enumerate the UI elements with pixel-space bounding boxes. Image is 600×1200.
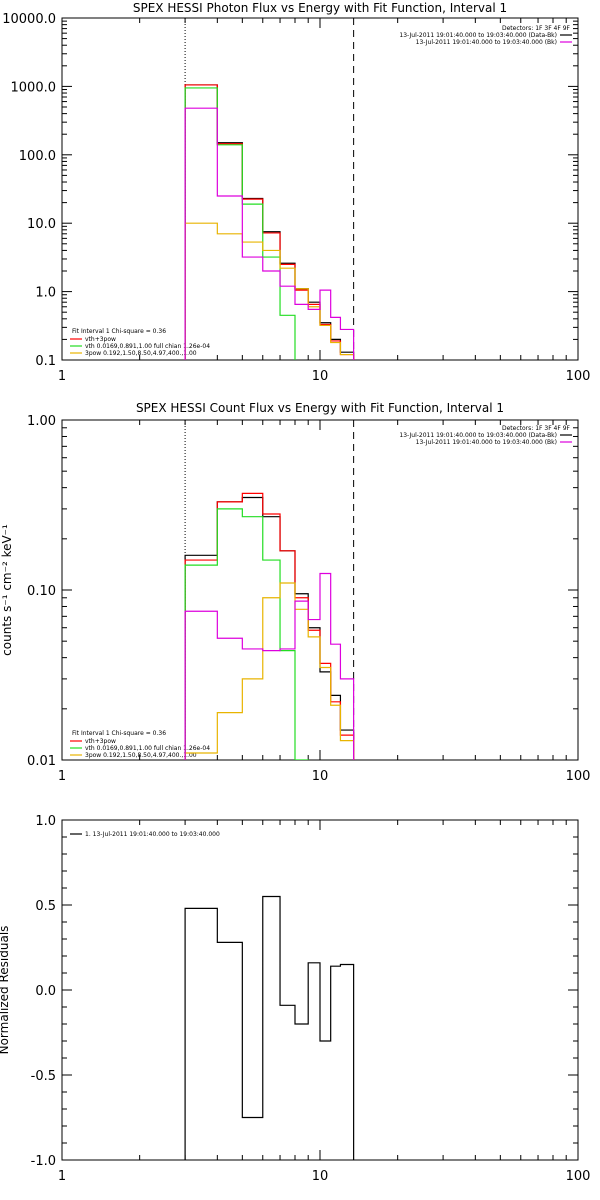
count-flux-panel: SPEX HESSI Count Flux vs Energy with Fit… [0, 401, 591, 784]
thermal-series-line [184, 508, 309, 760]
background-series-line [184, 107, 355, 360]
count-fit-header: Fit Interval 1 Chi-square = 0.36 [72, 730, 166, 737]
y-tick-label: -0.5 [31, 1069, 56, 1084]
count-fit-item-total: vth+3pow [85, 738, 116, 745]
data-series-line [184, 496, 355, 760]
y-tick-label: 10.0 [27, 217, 56, 232]
count-flux-title: SPEX HESSI Count Flux vs Energy with Fit… [136, 401, 504, 415]
photon-fit-header: Fit Interval 1 Chi-square = 0.36 [72, 328, 166, 335]
x-tick-label: 1 [58, 369, 66, 384]
y-tick-label: -1.0 [31, 1154, 56, 1169]
y-tick-label: 1.0 [35, 286, 56, 301]
residuals-series-line [184, 895, 355, 1160]
photon-fit-item-total: vth+3pow [85, 336, 116, 343]
count-detectors-label: Detectors: 1F 3F 4F 9F [502, 425, 571, 432]
residuals-y-label: Normalized Residuals [0, 926, 11, 1055]
x-tick-label: 10 [312, 769, 329, 784]
x-tick-label: 1 [58, 769, 66, 784]
y-tick-label: 0.0 [35, 984, 56, 999]
photon-fit-item-powerlaw: 3pow 0.192,1.50,8.50,4.97,400.,1.00 [85, 350, 197, 357]
photon-flux-title: SPEX HESSI Photon Flux vs Energy with Fi… [133, 1, 507, 15]
powerlaw-series-line [184, 582, 355, 760]
x-tick-label: 1 [58, 1169, 66, 1184]
x-tick-label: 100 [566, 769, 591, 784]
x-tick-label: 100 [566, 369, 591, 384]
photon-detectors-label: Detectors: 1F 3F 4F 9F [502, 25, 571, 32]
photon-fit-item-thermal: vth 0.0169,0.891,1.00 full chian 1.26e-0… [85, 343, 210, 350]
x-tick-label: 10 [312, 1169, 329, 1184]
y-tick-label: 100.0 [19, 149, 56, 164]
data-series-line [184, 84, 355, 360]
y-tick-label: 0.1 [35, 354, 56, 369]
y-tick-label: 0.01 [27, 754, 56, 769]
photon-flux-panel: SPEX HESSI Photon Flux vs Energy with Fi… [2, 1, 591, 384]
count-fit-item-powerlaw: 3pow 0.192,1.50,8.50,4.97,400.,1.00 [85, 752, 197, 759]
y-tick-label: 1000.0 [11, 80, 57, 95]
photon-interval-bk: 13-Jul-2011 19:01:40.000 to 19:03:40.000… [416, 39, 557, 46]
y-tick-label: 10000.0 [2, 12, 56, 27]
thermal-series-line [184, 87, 296, 360]
residual-legend-label: 1. 13-Jul-2011 19:01:40.000 to 19:03:40.… [85, 831, 220, 838]
background-series-line [184, 572, 355, 760]
x-tick-label: 100 [566, 1169, 591, 1184]
model-series-line [184, 492, 355, 760]
count-fit-item-thermal: vth 0.0169,0.891,1.00 full chian 1.26e-0… [85, 745, 210, 752]
residuals-panel: 1. 13-Jul-2011 19:01:40.000 to 19:03:40.… [0, 814, 590, 1184]
count-interval-databk: 13-Jul-2011 19:01:40.000 to 19:03:40.000… [399, 432, 557, 439]
photon-interval-databk: 13-Jul-2011 19:01:40.000 to 19:03:40.000… [399, 32, 557, 39]
x-tick-label: 10 [312, 369, 329, 384]
powerlaw-series-line [184, 222, 355, 360]
count-interval-bk: 13-Jul-2011 19:01:40.000 to 19:03:40.000… [416, 439, 557, 446]
model-series-line [184, 84, 355, 360]
y-tick-label: 1.0 [35, 814, 56, 829]
y-tick-label: 0.10 [27, 584, 56, 599]
y-tick-label: 0.5 [35, 899, 56, 914]
y-tick-label: 1.00 [27, 414, 56, 429]
count-flux-y-label: counts s⁻¹ cm⁻² keV⁻¹ [0, 524, 14, 656]
